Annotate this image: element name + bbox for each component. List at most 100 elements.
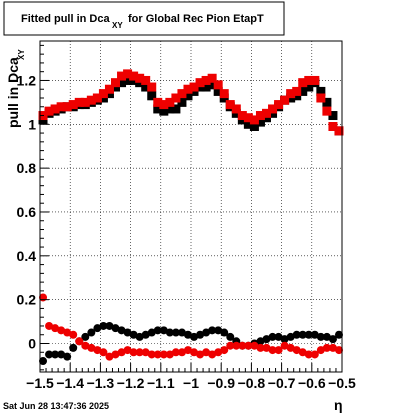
data-point-circle: [171, 348, 180, 357]
data-point-circle: [75, 337, 84, 346]
data-point-circle: [190, 348, 199, 357]
data-point-circle: [232, 341, 241, 350]
data-point-circle: [63, 352, 72, 361]
data-point-circle: [69, 343, 78, 352]
data-point-circle: [298, 348, 307, 357]
data-point-square: [165, 97, 175, 107]
data-point-square: [74, 97, 84, 107]
data-point-circle: [165, 328, 174, 337]
y-tick-label: 0.6: [17, 204, 37, 220]
data-point-square: [141, 82, 151, 92]
data-point-square: [104, 84, 114, 94]
data-point-circle: [51, 350, 60, 359]
data-point-square: [207, 80, 217, 90]
data-point-square: [159, 106, 169, 116]
data-point-circle: [69, 330, 78, 339]
data-point-circle: [87, 328, 96, 337]
data-point-circle: [147, 350, 156, 359]
data-point-square: [111, 78, 120, 88]
x-tick-label: −0.8: [238, 375, 266, 391]
data-point-circle: [117, 348, 126, 357]
data-point-square: [92, 93, 102, 103]
data-point-circle: [153, 350, 162, 359]
data-point-square: [56, 102, 66, 112]
data-point-circle: [153, 326, 162, 335]
data-point-square: [262, 108, 271, 118]
data-point-circle: [196, 350, 205, 359]
data-point-circle: [316, 332, 325, 341]
data-point-circle: [45, 350, 54, 359]
data-point-circle: [165, 350, 174, 359]
data-point-square: [201, 82, 211, 92]
y-tick-label: 0.8: [17, 160, 37, 176]
data-point-circle: [208, 350, 217, 359]
y-axis-label: pull in Dca: [5, 57, 21, 128]
data-point-circle: [250, 341, 259, 350]
data-point-square: [141, 75, 151, 85]
data-point-square: [298, 86, 308, 96]
x-tick-label: −1.2: [117, 375, 145, 391]
data-point-circle: [322, 332, 331, 341]
data-point-square: [195, 78, 205, 88]
chart-title-subscript: XY: [112, 21, 123, 30]
y-tick-label: 0: [28, 336, 36, 352]
data-point-square: [237, 111, 247, 121]
data-point-circle: [63, 328, 72, 337]
data-point-square: [50, 104, 60, 114]
data-point-square: [328, 111, 338, 121]
data-point-circle: [135, 332, 144, 341]
data-point-square: [255, 117, 265, 127]
data-point-circle: [93, 324, 102, 333]
axes: −1.5 −1.4 −1.3 −1.2 −1.1 −1 −0.9 −0.8 −0.7 −0.6 −0…: [17, 44, 356, 391]
data-point-circle: [159, 326, 168, 335]
data-point-circle: [147, 328, 156, 337]
data-point-square: [165, 104, 175, 114]
title-box: [3, 1, 285, 36]
data-point-square: [243, 119, 253, 129]
data-point-square: [153, 104, 163, 114]
data-point-circle: [304, 350, 313, 359]
data-point-circle: [304, 330, 313, 339]
data-point-circle: [214, 326, 223, 335]
x-axis-label: η: [334, 397, 343, 413]
data-point-square: [219, 89, 229, 99]
y-axis-label-subscript: XY: [17, 49, 26, 60]
data-point-square: [68, 100, 78, 110]
data-point-circle: [99, 321, 108, 330]
data-point-circle: [292, 330, 301, 339]
data-point-circle: [45, 321, 54, 330]
data-point-circle: [141, 348, 150, 357]
data-point-square: [123, 69, 133, 79]
series-2: [39, 321, 343, 366]
data-point-square: [304, 82, 314, 92]
data-point-circle: [328, 343, 337, 352]
data-point-square: [80, 97, 90, 107]
data-point-circle: [214, 348, 223, 357]
data-point-circle: [105, 352, 114, 361]
data-point-circle: [328, 335, 337, 344]
data-point-circle: [238, 341, 247, 350]
data-point-circle: [123, 328, 132, 337]
data-point-square: [322, 97, 332, 107]
data-point-square: [86, 95, 96, 105]
data-point-circle: [322, 343, 331, 352]
x-tick-label: −1.3: [87, 375, 115, 391]
data-point-circle: [208, 326, 217, 335]
data-point-square: [225, 100, 235, 110]
data-point-circle: [159, 350, 168, 359]
data-point-square: [135, 73, 145, 83]
x-tick-label: −0.7: [268, 375, 296, 391]
data-point-square: [274, 100, 284, 110]
data-point-circle: [183, 330, 192, 339]
data-point-square: [189, 82, 199, 92]
data-point-square: [316, 93, 326, 103]
data-point-square: [177, 89, 187, 99]
data-point-circle: [123, 346, 132, 355]
x-tick-label: −1.4: [56, 375, 84, 391]
data-point-circle: [220, 346, 229, 355]
data-point-square: [159, 100, 169, 110]
data-point-circle: [111, 350, 120, 359]
data-point-circle: [135, 348, 144, 357]
data-point-square: [255, 111, 265, 121]
